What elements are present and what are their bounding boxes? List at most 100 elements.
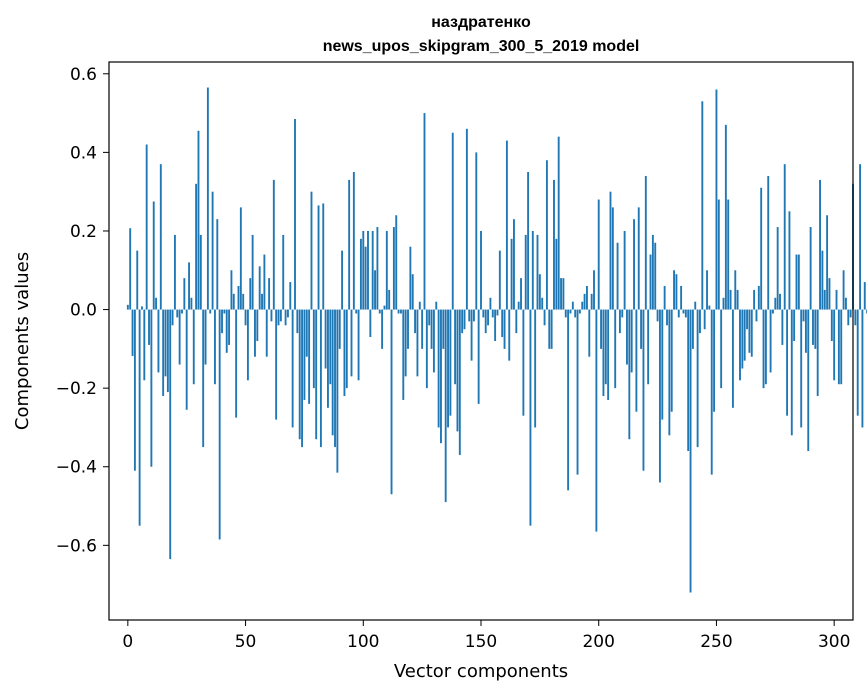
bar-52 (249, 278, 252, 310)
bar-254 (724, 124, 727, 310)
y-tick-label: 0.6 (70, 65, 97, 85)
bar-91 (341, 250, 344, 310)
bar-202 (602, 309, 605, 397)
bar-103 (369, 309, 372, 338)
bar-167 (520, 278, 522, 310)
bar-3 (133, 309, 136, 471)
bar-5 (138, 309, 141, 526)
bar-43 (228, 309, 231, 345)
bar-24 (183, 278, 186, 310)
bar-100 (362, 230, 365, 310)
bar-192 (578, 309, 581, 314)
bar-245 (703, 309, 706, 330)
bar-157 (496, 309, 499, 316)
bar-235 (680, 285, 683, 310)
bar-287 (802, 309, 805, 322)
bar-7 (143, 309, 146, 381)
bar-211 (623, 230, 626, 310)
bar-105 (374, 270, 376, 310)
bar-151 (482, 309, 485, 318)
bar-11 (152, 201, 155, 310)
bar-57 (261, 293, 263, 310)
bar-25 (185, 309, 188, 410)
bar-81 (317, 205, 320, 310)
bar-98 (357, 309, 360, 381)
bar-40 (221, 309, 223, 334)
bar-204 (607, 309, 610, 400)
bar-309 (854, 309, 857, 326)
bar-86 (329, 309, 332, 385)
bar-161 (505, 140, 508, 310)
bar-27 (190, 297, 193, 310)
bar-130 (432, 309, 435, 373)
bar-263 (746, 309, 748, 330)
bar-141 (458, 309, 461, 455)
bar-12 (155, 297, 158, 310)
bar-111 (388, 289, 391, 310)
bar-278 (781, 309, 784, 345)
bar-216 (635, 309, 638, 412)
bar-172 (531, 230, 534, 310)
bar-205 (609, 191, 612, 310)
bar-213 (628, 309, 631, 440)
bar-165 (515, 309, 518, 334)
bar-33 (204, 309, 207, 365)
bar-113 (392, 227, 395, 310)
bar-42 (225, 309, 228, 353)
x-tick-label: 100 (347, 632, 379, 652)
bar-265 (750, 309, 753, 357)
bar-173 (534, 309, 537, 428)
bar-310 (856, 309, 859, 416)
bar-294 (819, 179, 821, 310)
bar-44 (230, 270, 233, 310)
bar-26 (188, 262, 190, 310)
bar-244 (701, 101, 704, 310)
bar-292 (814, 309, 817, 349)
bar-136 (447, 309, 449, 428)
bar-10 (150, 309, 153, 467)
bar-127 (425, 309, 428, 389)
bar-276 (776, 227, 779, 310)
bar-231 (670, 309, 673, 412)
bar-32 (202, 309, 205, 448)
chart-title: наздратенко (431, 14, 531, 31)
bar-90 (338, 309, 341, 349)
bar-219 (642, 309, 645, 471)
bar-9 (148, 309, 150, 345)
bar-297 (826, 215, 829, 310)
bar-249 (713, 309, 716, 412)
bar-0 (126, 304, 129, 310)
bar-260 (739, 309, 741, 381)
bar-41 (223, 309, 226, 314)
bar-66 (282, 234, 285, 310)
bar-18 (169, 309, 172, 560)
bar-45 (232, 293, 235, 310)
bar-180 (550, 309, 553, 349)
bar-300 (833, 309, 836, 381)
bar-284 (795, 254, 798, 310)
bar-199 (595, 309, 598, 532)
bar-299 (830, 309, 833, 341)
bar-149 (477, 309, 480, 404)
bar-20 (173, 234, 176, 310)
bar-118 (404, 309, 407, 377)
bar-72 (296, 309, 299, 334)
bar-96 (352, 172, 355, 310)
bar-112 (390, 309, 393, 495)
bar-108 (381, 309, 384, 349)
bar-186 (564, 309, 567, 318)
bar-208 (616, 242, 619, 310)
bar-83 (322, 203, 325, 310)
bar-307 (849, 309, 852, 318)
bar-75 (303, 309, 306, 400)
bar-117 (402, 309, 405, 400)
bar-51 (246, 309, 249, 381)
bar-207 (614, 309, 617, 389)
bar-139 (454, 309, 457, 385)
bar-280 (786, 309, 789, 416)
bar-145 (468, 309, 471, 322)
bar-251 (717, 199, 720, 310)
bar-285 (797, 254, 800, 310)
x-tick-label: 150 (465, 632, 497, 652)
bar-286 (800, 309, 803, 428)
